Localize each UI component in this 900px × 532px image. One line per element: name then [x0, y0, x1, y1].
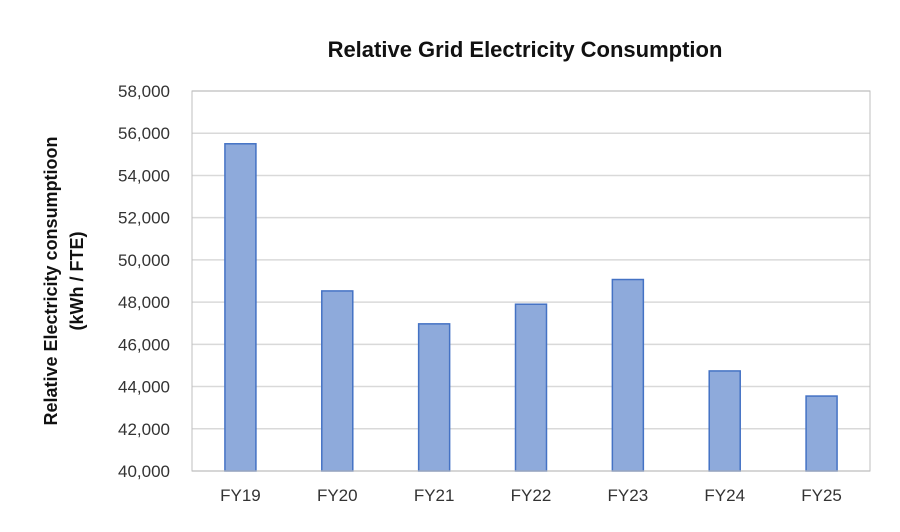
- y-tick-label: 54,000: [118, 166, 170, 185]
- bar-fy21: [417, 323, 451, 472]
- x-tick-label: FY23: [608, 486, 649, 505]
- x-tick-label: FY20: [317, 486, 358, 505]
- x-tick-label: FY25: [801, 486, 842, 505]
- y-tick-label: 50,000: [118, 251, 170, 270]
- x-tick-label: FY21: [414, 486, 455, 505]
- bar-fy23: [611, 278, 645, 472]
- plot-area-border: [191, 90, 871, 472]
- chart-title: Relative Grid Electricity Consumption: [328, 37, 723, 62]
- bar-fy22: [514, 303, 548, 472]
- y-axis-label-line1: Relative Electricity consumptioon: [41, 136, 61, 425]
- y-tick-label: 52,000: [118, 209, 170, 228]
- y-tick-label: 58,000: [118, 82, 170, 101]
- y-tick-label: 56,000: [118, 124, 170, 143]
- y-tick-label: 44,000: [118, 378, 170, 397]
- bar-fy20: [321, 290, 354, 472]
- x-tick-label: FY19: [220, 486, 261, 505]
- bar-fy25: [805, 395, 838, 472]
- y-tick-label: 48,000: [118, 293, 170, 312]
- x-tick-label: FY24: [704, 486, 745, 505]
- y-tick-label: 42,000: [118, 420, 170, 439]
- bar-fy24: [708, 370, 741, 472]
- y-axis-label-line2: (kWh / FTE): [67, 232, 87, 331]
- x-tick-label: FY22: [511, 486, 552, 505]
- y-tick-label: 40,000: [118, 462, 170, 481]
- y-tick-label: 46,000: [118, 335, 170, 354]
- bar-fy19: [224, 143, 257, 472]
